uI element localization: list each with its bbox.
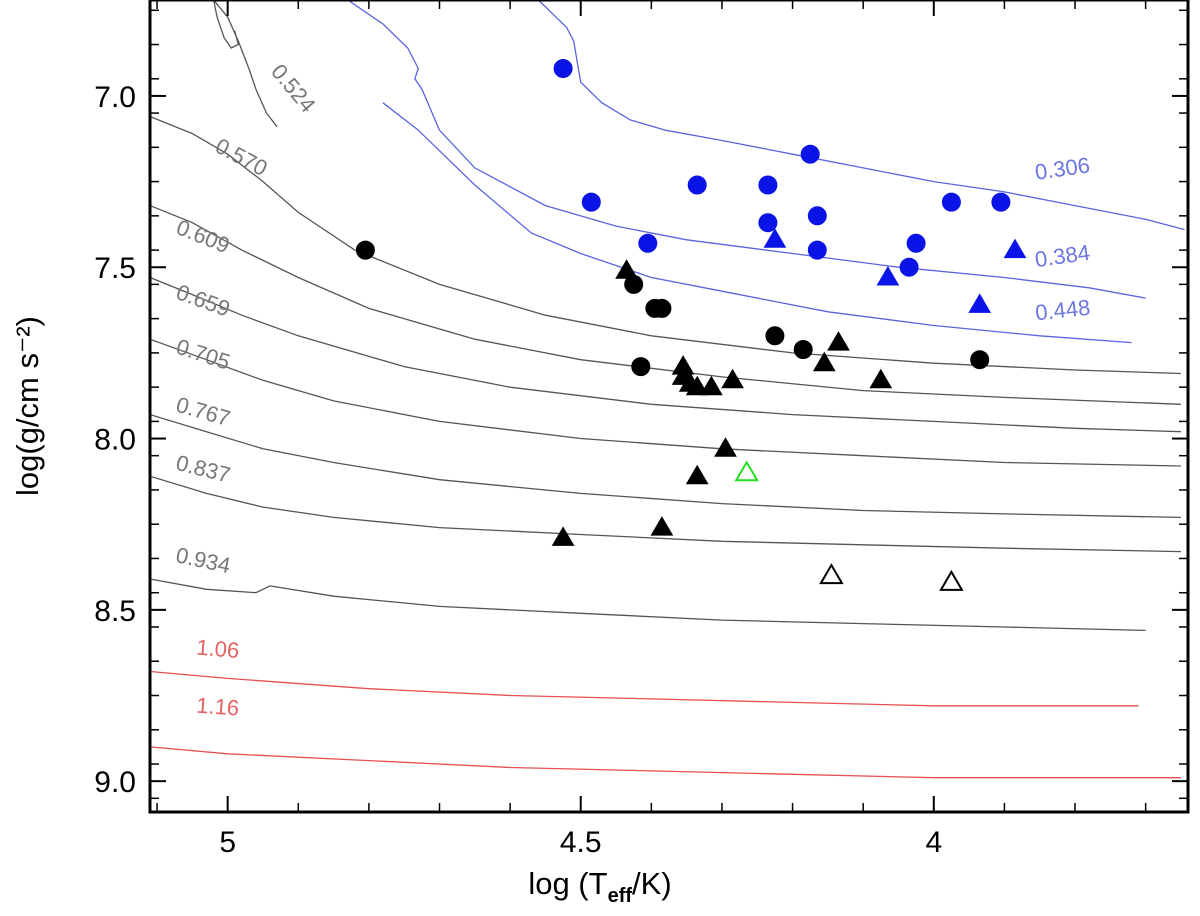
x-tick-label: 5 bbox=[219, 826, 236, 859]
track-label-0.609: 0.609 bbox=[173, 214, 233, 258]
black-circles-point bbox=[631, 357, 651, 377]
track-labels: 0.306 0.384 0.448 0.524 0.570 0.609 0.659 0.705… bbox=[173, 59, 1092, 721]
black-triangles-point bbox=[869, 368, 893, 389]
y-tick-label: 8.0 bbox=[94, 424, 136, 457]
track-label-0.448: 0.448 bbox=[1034, 295, 1091, 326]
blue-circles-point bbox=[906, 233, 926, 253]
cooling-track-1.06 bbox=[150, 670, 1139, 707]
cooling-track-0.384 bbox=[347, 0, 1146, 299]
black-triangles-point bbox=[685, 464, 709, 485]
cooling-track-0.524 bbox=[213, 0, 278, 128]
blue-circles-point bbox=[807, 240, 827, 260]
plot-frame bbox=[148, 0, 1190, 814]
y-tick-label: 7.0 bbox=[94, 81, 136, 114]
track-label-0.306: 0.306 bbox=[1033, 152, 1091, 184]
blue-triangles-point bbox=[1003, 238, 1027, 259]
blue-circles-point bbox=[581, 192, 601, 212]
track-label-0.934: 0.934 bbox=[174, 542, 233, 578]
x-axis-label-prefix: log (T bbox=[528, 866, 607, 901]
open-triangles-point bbox=[819, 563, 844, 585]
blue-circles-point bbox=[800, 144, 820, 164]
black-triangles-point bbox=[812, 351, 836, 372]
black-triangles-point bbox=[714, 437, 737, 457]
blue-circles-point bbox=[758, 213, 778, 233]
track-label-0.659: 0.659 bbox=[173, 279, 233, 321]
blue-circles-point bbox=[807, 206, 827, 226]
track-hook-0-524 bbox=[212, 0, 240, 49]
black-circles-point bbox=[970, 350, 990, 370]
track-label-0.524: 0.524 bbox=[266, 59, 321, 117]
y-tick-label: 8.5 bbox=[94, 595, 136, 628]
black-triangles-point bbox=[615, 259, 638, 279]
track-label-1.16: 1.16 bbox=[196, 693, 240, 721]
y-tick-label: 9.0 bbox=[94, 766, 136, 799]
blue-triangles-point bbox=[968, 293, 992, 313]
cooling-track-1.16 bbox=[150, 746, 1181, 779]
blue-circles-point bbox=[941, 192, 961, 212]
blue-circles-point bbox=[553, 59, 573, 78]
data-points bbox=[355, 59, 1027, 591]
green-triangle-point bbox=[734, 460, 759, 482]
blue-circles-point bbox=[758, 175, 778, 195]
black-triangles-point bbox=[551, 526, 575, 546]
track-label-0.705: 0.705 bbox=[173, 334, 233, 375]
blue-circles-point bbox=[991, 192, 1011, 212]
track-label-0.384: 0.384 bbox=[1033, 240, 1091, 272]
open-triangles-point bbox=[939, 569, 964, 591]
track-label-0.837: 0.837 bbox=[174, 450, 233, 488]
cooling-track-0.705 bbox=[150, 338, 1181, 467]
black-triangles-point bbox=[721, 368, 744, 389]
y-axis-label: log(g/cm s⁻²) bbox=[10, 316, 45, 496]
blue-circles-point bbox=[638, 233, 658, 253]
cooling-track-0.767 bbox=[150, 413, 1181, 519]
black-circles-point bbox=[765, 326, 785, 346]
x-tick-label: 4.5 bbox=[560, 826, 602, 859]
black-triangles-point bbox=[685, 375, 709, 396]
track-label-0.570: 0.570 bbox=[211, 133, 271, 181]
blue-circles-point bbox=[899, 257, 919, 277]
black-circles-point bbox=[793, 340, 813, 359]
cooling-track-0.659 bbox=[150, 276, 1181, 433]
axis-ticks: 7.0 7.5 8.0 8.5 9.0 5 4.5 4 bbox=[94, 0, 1188, 859]
black-triangles-point bbox=[827, 331, 850, 351]
cooling-track-0.837 bbox=[150, 475, 1181, 553]
cooling-track-0.609 bbox=[150, 204, 1181, 405]
blue-circles-point bbox=[687, 175, 707, 195]
blue-triangles-point bbox=[876, 266, 900, 286]
black-circles-point bbox=[355, 240, 375, 260]
track-label-1.06: 1.06 bbox=[195, 634, 240, 663]
track-label-0.767: 0.767 bbox=[173, 392, 233, 431]
x-axis-label-subscript: eff bbox=[608, 885, 633, 907]
cooling-tracks bbox=[150, 0, 1185, 779]
x-tick-label: 4 bbox=[925, 826, 942, 859]
blue-triangles-point bbox=[763, 228, 787, 248]
black-triangles-point bbox=[650, 516, 674, 536]
black-circles-point bbox=[652, 298, 672, 318]
x-axis-label-suffix: /K) bbox=[632, 866, 672, 901]
cooling-track-0.934 bbox=[150, 578, 1146, 632]
cooling-track-0.448 bbox=[382, 102, 1132, 344]
x-axis-label: log (Teff/K) bbox=[528, 866, 671, 907]
y-tick-label: 7.5 bbox=[94, 252, 136, 285]
cooling-track-0.570 bbox=[150, 115, 1181, 375]
black-triangles-point bbox=[700, 375, 723, 396]
cooling-track-0.306 bbox=[537, 0, 1185, 231]
